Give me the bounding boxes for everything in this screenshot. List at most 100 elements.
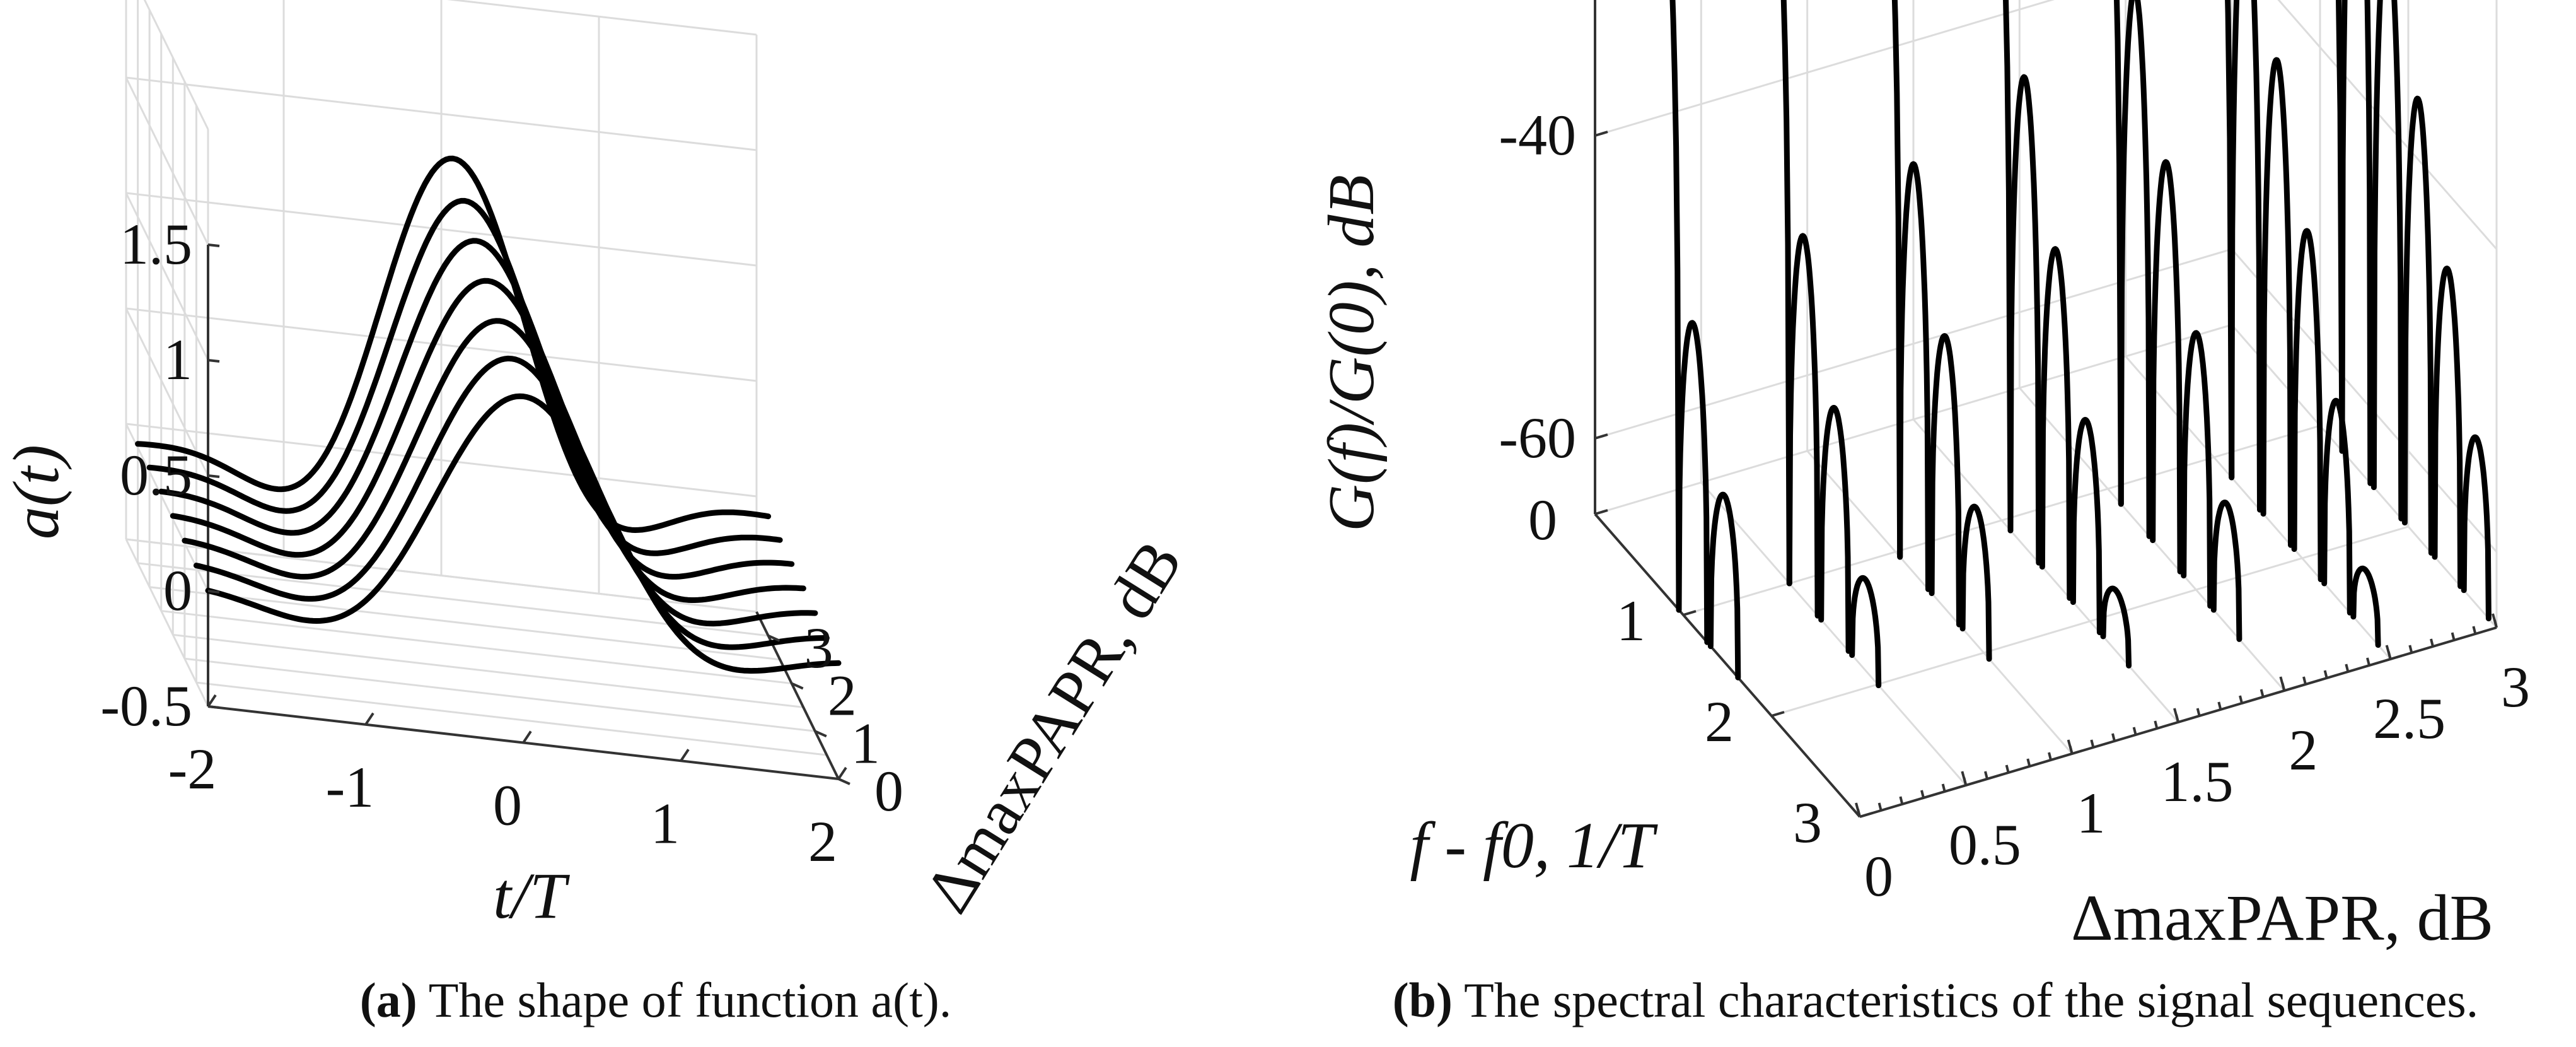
b-y-tickmark <box>1594 131 1608 137</box>
a-series-line <box>158 238 795 580</box>
b-sidelobe-line <box>2007 74 2042 566</box>
b-z-tick: 0 <box>1864 844 1893 908</box>
a-gridline <box>125 76 757 151</box>
b-sidelobe-line <box>1707 491 1741 681</box>
a-series-line <box>170 278 806 603</box>
b-y-tickmark <box>1594 433 1608 440</box>
b-z-minor-tick <box>1899 796 1904 805</box>
b-mainlobe-line <box>1780 0 1792 587</box>
b-sidelobe-line <box>1897 161 1931 592</box>
b-sidelobe-line <box>2070 417 2103 636</box>
b-z-tick: 2.5 <box>2373 686 2445 751</box>
a-x-tickmark <box>364 712 374 725</box>
a-y-tickmark <box>207 243 220 247</box>
b-z-minor-tick <box>1857 809 1861 817</box>
panel-b-ylabel: G(f)/G(0), dB <box>1315 175 1388 532</box>
b-z-minor-tick <box>1877 802 1883 811</box>
b-z-minor-tick <box>2111 733 2116 742</box>
b-f-tickmark <box>1771 711 1785 717</box>
a-y-tickmark <box>207 590 220 594</box>
a-gridline <box>446 0 757 36</box>
panel-b-caption: (b) The spectral characteristics of the … <box>1393 973 2479 1027</box>
b-sidelobe-line <box>2432 266 2464 589</box>
b-z-minor-tick <box>1963 777 1968 786</box>
a-series-line <box>182 318 818 627</box>
b-z-minor-tick <box>2493 619 2498 628</box>
b-z-minor-tick <box>2345 664 2350 672</box>
b-z-minor-tick <box>2068 746 2074 754</box>
b-sidelobe-line <box>2100 585 2132 669</box>
b-sidelobe-line <box>2401 95 2434 556</box>
b-sidelobe-line <box>2039 246 2073 601</box>
b-z-minor-tick <box>2366 657 2370 666</box>
panel-a-curves <box>135 155 842 674</box>
a-z-tick: 0 <box>874 759 903 823</box>
a-y-tickmark <box>207 474 220 478</box>
b-sidelobe-line <box>2461 434 2492 622</box>
b-f-tickmark <box>1594 509 1608 515</box>
a-z-tickmark <box>791 682 804 690</box>
a-z-tick: 1 <box>851 711 880 775</box>
a-z-tick: 2 <box>828 664 857 728</box>
a-x-tickmark <box>837 766 847 780</box>
b-sidelobe-line <box>2291 228 2324 583</box>
panel-a-grid <box>125 0 840 780</box>
a-gridline <box>143 0 209 130</box>
b-z-minor-tick <box>2408 645 2413 653</box>
b-sidelobe-line <box>2339 0 2374 486</box>
a-gridline <box>125 77 209 245</box>
a-gridline <box>149 586 780 661</box>
b-z-tick: 3 <box>2501 655 2530 719</box>
a-x-tick: -2 <box>168 737 217 801</box>
a-z-tick: 3 <box>804 616 833 680</box>
a-x-tick: 0 <box>493 773 522 838</box>
a-x-tick: -1 <box>326 755 374 819</box>
b-mainlobe-line <box>1669 0 1682 613</box>
a-gridline <box>125 192 757 267</box>
panel-a-caption: (a) The shape of function a(t). <box>360 973 952 1027</box>
a-series-line <box>135 155 772 533</box>
a-x-tickmark <box>680 749 690 762</box>
a-gridline <box>161 610 792 685</box>
b-f-tickmark <box>1859 812 1873 818</box>
b-sidelobe-line <box>1959 503 1992 662</box>
b-sidelobe-line <box>2229 0 2263 513</box>
b-z-minor-tick <box>2239 695 2243 704</box>
b-sidelobe-line <box>1786 233 1821 619</box>
panel-a-xlabel: t/T <box>493 860 570 932</box>
b-z-minor-tick <box>2281 682 2286 691</box>
a-series-line <box>193 355 830 650</box>
a-gridline <box>137 562 769 637</box>
a-y-tick: -0.5 <box>100 674 192 738</box>
b-sidelobe-line <box>2321 397 2353 616</box>
b-z-minor-tick <box>2048 752 2052 761</box>
b-f-tickmark <box>1683 610 1697 616</box>
panel-a-zlabel: ΔmaxPAPR, dB <box>910 528 1196 925</box>
panel-b-zlabel: ΔmaxPAPR, dB <box>2071 882 2493 954</box>
b-sidelobe-line <box>1849 575 1882 689</box>
a-y-tick: 0 <box>163 558 192 623</box>
a-gridline <box>173 633 804 708</box>
a-x-tick: 1 <box>651 791 680 855</box>
b-z-minor-tick <box>2217 701 2222 710</box>
a-x-tickmark <box>522 730 532 744</box>
b-z-minor-tick <box>2090 739 2095 748</box>
b-sidelobe-line <box>2350 565 2381 648</box>
a-z-axis <box>755 611 840 780</box>
b-z-minor-tick <box>2387 651 2392 660</box>
a-series-line <box>146 197 783 556</box>
a-gridline <box>184 657 816 732</box>
a-gridline <box>125 192 209 361</box>
b-sidelobe-line <box>2150 159 2183 575</box>
a-gridline <box>196 681 827 756</box>
a-y-tick: 1 <box>163 327 192 392</box>
b-gridline <box>1806 450 2073 754</box>
b-z-minor-tick <box>1920 790 1925 798</box>
b-z-minor-tick <box>2132 727 2137 735</box>
b-gridline <box>1912 419 2179 723</box>
b-gridline <box>1771 525 2409 717</box>
a-series-line <box>205 393 842 674</box>
